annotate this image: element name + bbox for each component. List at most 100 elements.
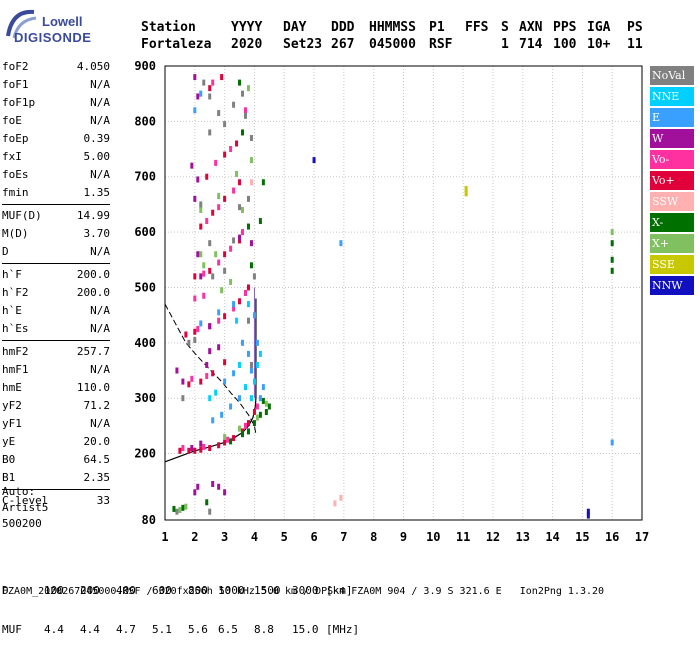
param-value: 71.2	[83, 399, 111, 412]
y-tick-labels: 80 200 300 400 500 600 700 800 900	[134, 59, 156, 527]
y-tick-label: 800	[134, 114, 156, 128]
echo-point	[214, 389, 218, 396]
echo-point	[172, 505, 176, 512]
x-tick-label: 12	[486, 530, 500, 544]
header-label-9: PPS	[553, 20, 577, 35]
param-row: h`F 200.0	[2, 266, 110, 284]
echo-point	[255, 339, 259, 346]
param-label: C-level	[2, 494, 49, 507]
x-tick-label: 7	[340, 530, 347, 544]
echo-point	[184, 503, 188, 510]
echo-point	[202, 292, 206, 299]
echo-point	[252, 409, 256, 416]
distance-cell-4: 600	[152, 584, 172, 597]
echo-point	[339, 494, 343, 501]
echo-point	[312, 157, 316, 164]
echo-point	[196, 93, 200, 100]
echo-point	[202, 270, 206, 277]
echo-point	[258, 395, 262, 402]
param-label: fxI	[2, 150, 22, 163]
echo-point	[249, 361, 253, 368]
echo-point	[610, 229, 614, 236]
header-value-3: 267	[331, 37, 355, 52]
y-tick-label: 400	[134, 336, 156, 350]
legend-item-noval: NoVal	[650, 66, 694, 85]
y-tick-label: 300	[134, 391, 156, 405]
echo-point	[333, 500, 337, 507]
echo-point	[217, 344, 221, 351]
x-tick-label: 10	[426, 530, 440, 544]
echo-point	[196, 483, 200, 490]
echo-point	[199, 446, 203, 453]
muf-cell-7: 8.8	[254, 623, 274, 636]
echo-point	[205, 373, 209, 380]
distance-cell-6: 1000	[218, 584, 245, 597]
x-tick-label: 3	[221, 530, 228, 544]
echo-point	[193, 195, 197, 202]
x-tick-label: 14	[545, 530, 559, 544]
param-separator	[2, 204, 110, 205]
param-label: hmE	[2, 381, 22, 394]
echo-point	[217, 204, 221, 211]
echo-point	[610, 439, 614, 446]
echo-point	[610, 240, 614, 247]
echo-point	[243, 290, 247, 296]
param-label: MUF(D)	[2, 209, 42, 222]
echo-point	[232, 101, 236, 108]
distance-cell-9: [km]	[326, 584, 353, 597]
param-value: N/A	[90, 96, 110, 109]
param-row: yF1 N/A	[2, 415, 110, 433]
echo-point	[223, 267, 227, 274]
legend-item-x: X+	[650, 234, 694, 253]
scaled-parameters-panel: foF2 4.050 foF1 N/A foF1p N/A foE N/A foEp 0.39 fx…	[2, 58, 110, 510]
echo-point	[223, 251, 227, 258]
echo-point	[261, 397, 265, 404]
param-row: h`F2 200.0	[2, 284, 110, 302]
echo-point	[208, 323, 212, 330]
header-value-7: 1	[501, 37, 509, 52]
echo-point	[193, 489, 197, 496]
echo-point	[211, 273, 215, 280]
echo-point	[211, 79, 215, 86]
echo-point	[190, 375, 194, 382]
header-value-8: 714	[519, 37, 543, 52]
echo-point	[193, 337, 197, 344]
echo-point	[199, 251, 203, 258]
distance-cell-7: 1500	[254, 584, 281, 597]
param-row: h`E N/A	[2, 302, 110, 320]
echo-point	[217, 317, 221, 324]
param-value: 5.00	[83, 150, 111, 163]
param-value: 3.70	[83, 227, 111, 240]
echo-point	[178, 507, 182, 514]
echo-point	[175, 367, 179, 374]
param-label: D	[2, 245, 9, 258]
echo-point	[193, 74, 197, 81]
echo-point	[232, 305, 236, 312]
echo-point	[232, 301, 236, 308]
header-label-3: DDD	[331, 20, 355, 35]
param-label: h`E	[2, 304, 22, 317]
header-value-4: 045000	[369, 37, 416, 52]
param-row: D N/A	[2, 243, 110, 261]
echo-point	[199, 320, 203, 327]
echo-point	[261, 179, 265, 186]
param-value: N/A	[90, 363, 110, 376]
echo-point	[255, 403, 259, 410]
param-row: fxI 5.00	[2, 148, 110, 166]
echo-point	[220, 411, 224, 418]
auto-label: Auto:	[2, 485, 36, 498]
param-value: 200.0	[76, 286, 110, 299]
echo-point	[241, 431, 245, 438]
legend-item-ssw: SSW	[650, 192, 694, 211]
distance-cell-1: 100	[44, 584, 64, 597]
echo-point	[223, 439, 227, 446]
param-row: foE N/A	[2, 112, 110, 130]
muf-cell-4: 5.1	[152, 623, 172, 636]
echo-point	[223, 121, 227, 128]
param-label: foF2	[2, 60, 29, 73]
echo-point	[220, 287, 224, 294]
polarization-legend: NoVal NNE E W Vo- Vo+ SSW X- X+ SSE NNW	[650, 66, 694, 297]
echo-point	[208, 267, 212, 274]
param-row: foF2 4.050	[2, 58, 110, 76]
header-label-7: S	[501, 20, 509, 35]
